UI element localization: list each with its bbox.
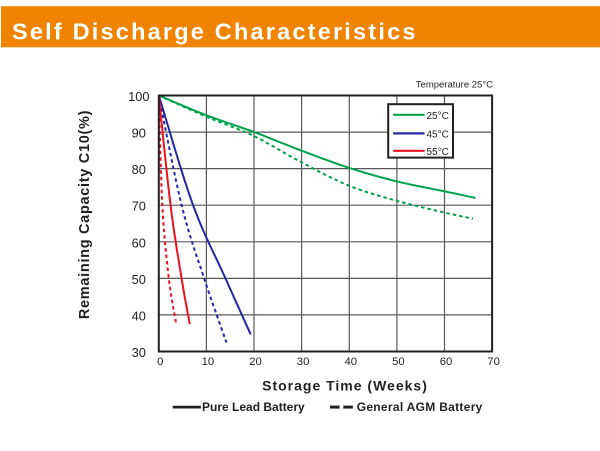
svg-text:90: 90 — [132, 126, 146, 141]
svg-text:Remaining Capacity C10(%): Remaining Capacity C10(%) — [77, 110, 93, 319]
svg-text:80: 80 — [132, 162, 146, 177]
svg-text:Temperature 25°C: Temperature 25°C — [416, 79, 493, 90]
svg-text:Storage Time (Weeks): Storage Time (Weeks) — [262, 377, 428, 393]
svg-text:70: 70 — [487, 356, 500, 368]
svg-text:50: 50 — [392, 356, 405, 368]
svg-text:20: 20 — [249, 356, 262, 368]
svg-text:70: 70 — [132, 199, 146, 214]
svg-text:25°C: 25°C — [427, 111, 449, 122]
svg-text:10: 10 — [202, 356, 215, 368]
svg-text:30: 30 — [132, 345, 146, 360]
svg-text:55°C: 55°C — [427, 147, 449, 158]
svg-text:30: 30 — [297, 356, 310, 368]
svg-text:60: 60 — [440, 356, 453, 368]
svg-text:40: 40 — [132, 308, 146, 323]
svg-text:0: 0 — [157, 356, 163, 368]
svg-text:60: 60 — [132, 235, 146, 250]
svg-text:Self Discharge Characteristics: Self Discharge Characteristics — [12, 19, 418, 45]
svg-text:100: 100 — [128, 89, 149, 104]
svg-text:General AGM Battery: General AGM Battery — [357, 400, 483, 414]
svg-text:Pure Lead Battery: Pure Lead Battery — [202, 400, 305, 414]
svg-text:45°C: 45°C — [427, 129, 449, 140]
svg-text:40: 40 — [345, 356, 358, 368]
svg-text:50: 50 — [132, 272, 146, 287]
